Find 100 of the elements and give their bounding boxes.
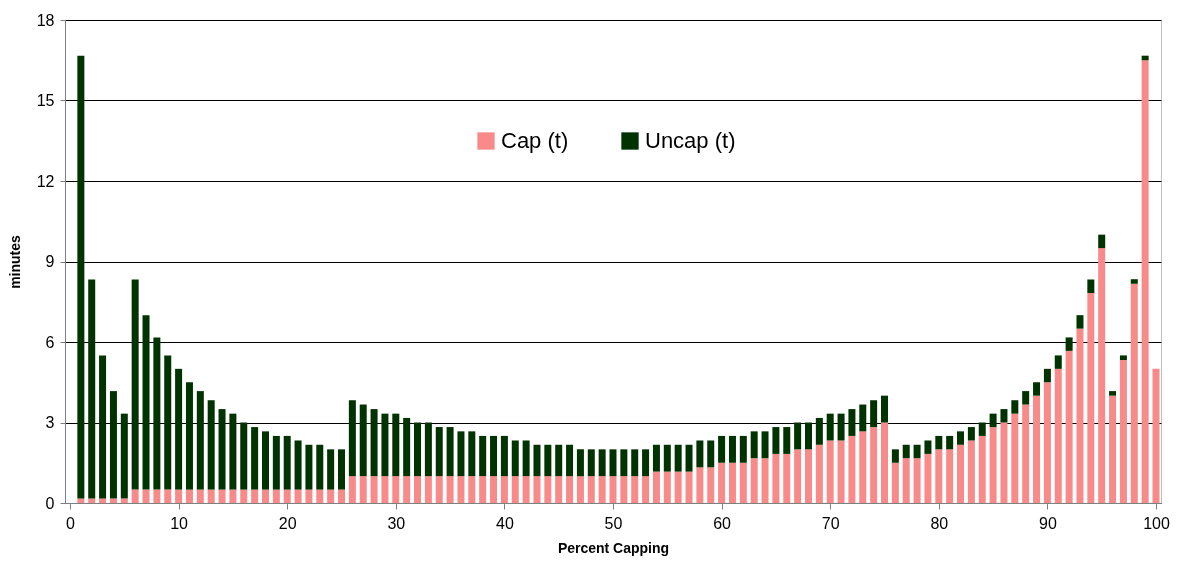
bar [620, 476, 628, 503]
bar [240, 489, 248, 503]
bar [587, 449, 595, 477]
x-tick-label: 60 [713, 514, 732, 532]
bar [468, 476, 476, 503]
bar [164, 489, 172, 503]
bar [261, 489, 269, 503]
bar [1065, 337, 1073, 351]
legend-label: Cap (t) [501, 128, 569, 153]
bar [848, 409, 856, 436]
bar [978, 422, 986, 436]
bar [240, 422, 248, 490]
bar [316, 489, 324, 503]
bar [750, 431, 758, 459]
bar [826, 413, 834, 441]
bar [479, 435, 487, 477]
bar [272, 435, 280, 490]
bar [424, 476, 432, 503]
bar [750, 458, 758, 503]
bar [490, 476, 498, 503]
bar [663, 471, 671, 503]
bar [414, 422, 422, 477]
bar [674, 471, 682, 503]
bar [251, 427, 259, 490]
bar [946, 435, 954, 450]
bar [783, 453, 791, 503]
bar [338, 449, 345, 490]
bar [555, 476, 563, 503]
bar [131, 489, 139, 503]
bar [1000, 409, 1008, 423]
bar [77, 55, 85, 499]
bar [1076, 328, 1084, 503]
bar [967, 440, 975, 503]
bar [902, 458, 910, 503]
bar [609, 449, 617, 477]
bar [185, 489, 193, 503]
bar [924, 453, 932, 503]
bar [1109, 395, 1117, 503]
bar [272, 489, 280, 503]
bar [1022, 391, 1030, 405]
bar [316, 444, 324, 490]
bar [924, 440, 932, 454]
bar [283, 435, 291, 490]
bar [261, 431, 269, 490]
bar [229, 413, 237, 490]
bar [522, 476, 530, 503]
bar [598, 476, 606, 503]
bar [728, 462, 736, 503]
bar [967, 427, 975, 441]
bar [294, 489, 302, 503]
bar [989, 413, 997, 428]
x-tick-label: 80 [930, 514, 949, 532]
bar [739, 462, 747, 503]
bar [359, 404, 367, 477]
bar [305, 444, 313, 490]
bar [783, 427, 791, 454]
bar [1043, 382, 1051, 503]
bar [1065, 350, 1073, 503]
y-tick-label: 12 [36, 172, 55, 190]
bar [566, 476, 574, 503]
x-tick-label: 50 [604, 514, 623, 532]
bar [196, 489, 204, 503]
bar [772, 453, 780, 503]
y-tick-label: 3 [45, 414, 55, 431]
bar [815, 417, 823, 445]
bar [370, 476, 378, 503]
bar [804, 449, 812, 503]
bar [88, 279, 96, 499]
bar [1054, 368, 1062, 503]
bar [185, 382, 193, 490]
bar [957, 444, 965, 503]
bar [620, 449, 628, 477]
bar [153, 337, 161, 490]
bar [707, 440, 715, 468]
bar [370, 409, 378, 477]
bar [305, 489, 313, 503]
bar [1087, 292, 1095, 503]
bar [576, 476, 584, 503]
bar [913, 444, 921, 459]
bar [457, 431, 465, 477]
bar [870, 427, 878, 503]
bar [446, 476, 454, 503]
x-tick-label: 90 [1039, 514, 1057, 532]
bar [294, 440, 302, 490]
y-tick-label: 15 [36, 92, 55, 109]
bar [891, 462, 899, 503]
bar [218, 489, 226, 503]
bar [1119, 355, 1127, 360]
y-tick-label: 0 [45, 494, 55, 512]
legend-label: Uncap (t) [645, 128, 736, 153]
bar [544, 444, 552, 477]
bar [609, 476, 617, 503]
bar [1022, 404, 1030, 503]
bar [859, 404, 867, 432]
y-tick-label: 18 [36, 11, 55, 29]
bar [815, 444, 823, 503]
bar [153, 489, 161, 503]
x-tick-label: 100 [1143, 514, 1170, 532]
bar [978, 435, 986, 503]
bar [229, 489, 237, 503]
